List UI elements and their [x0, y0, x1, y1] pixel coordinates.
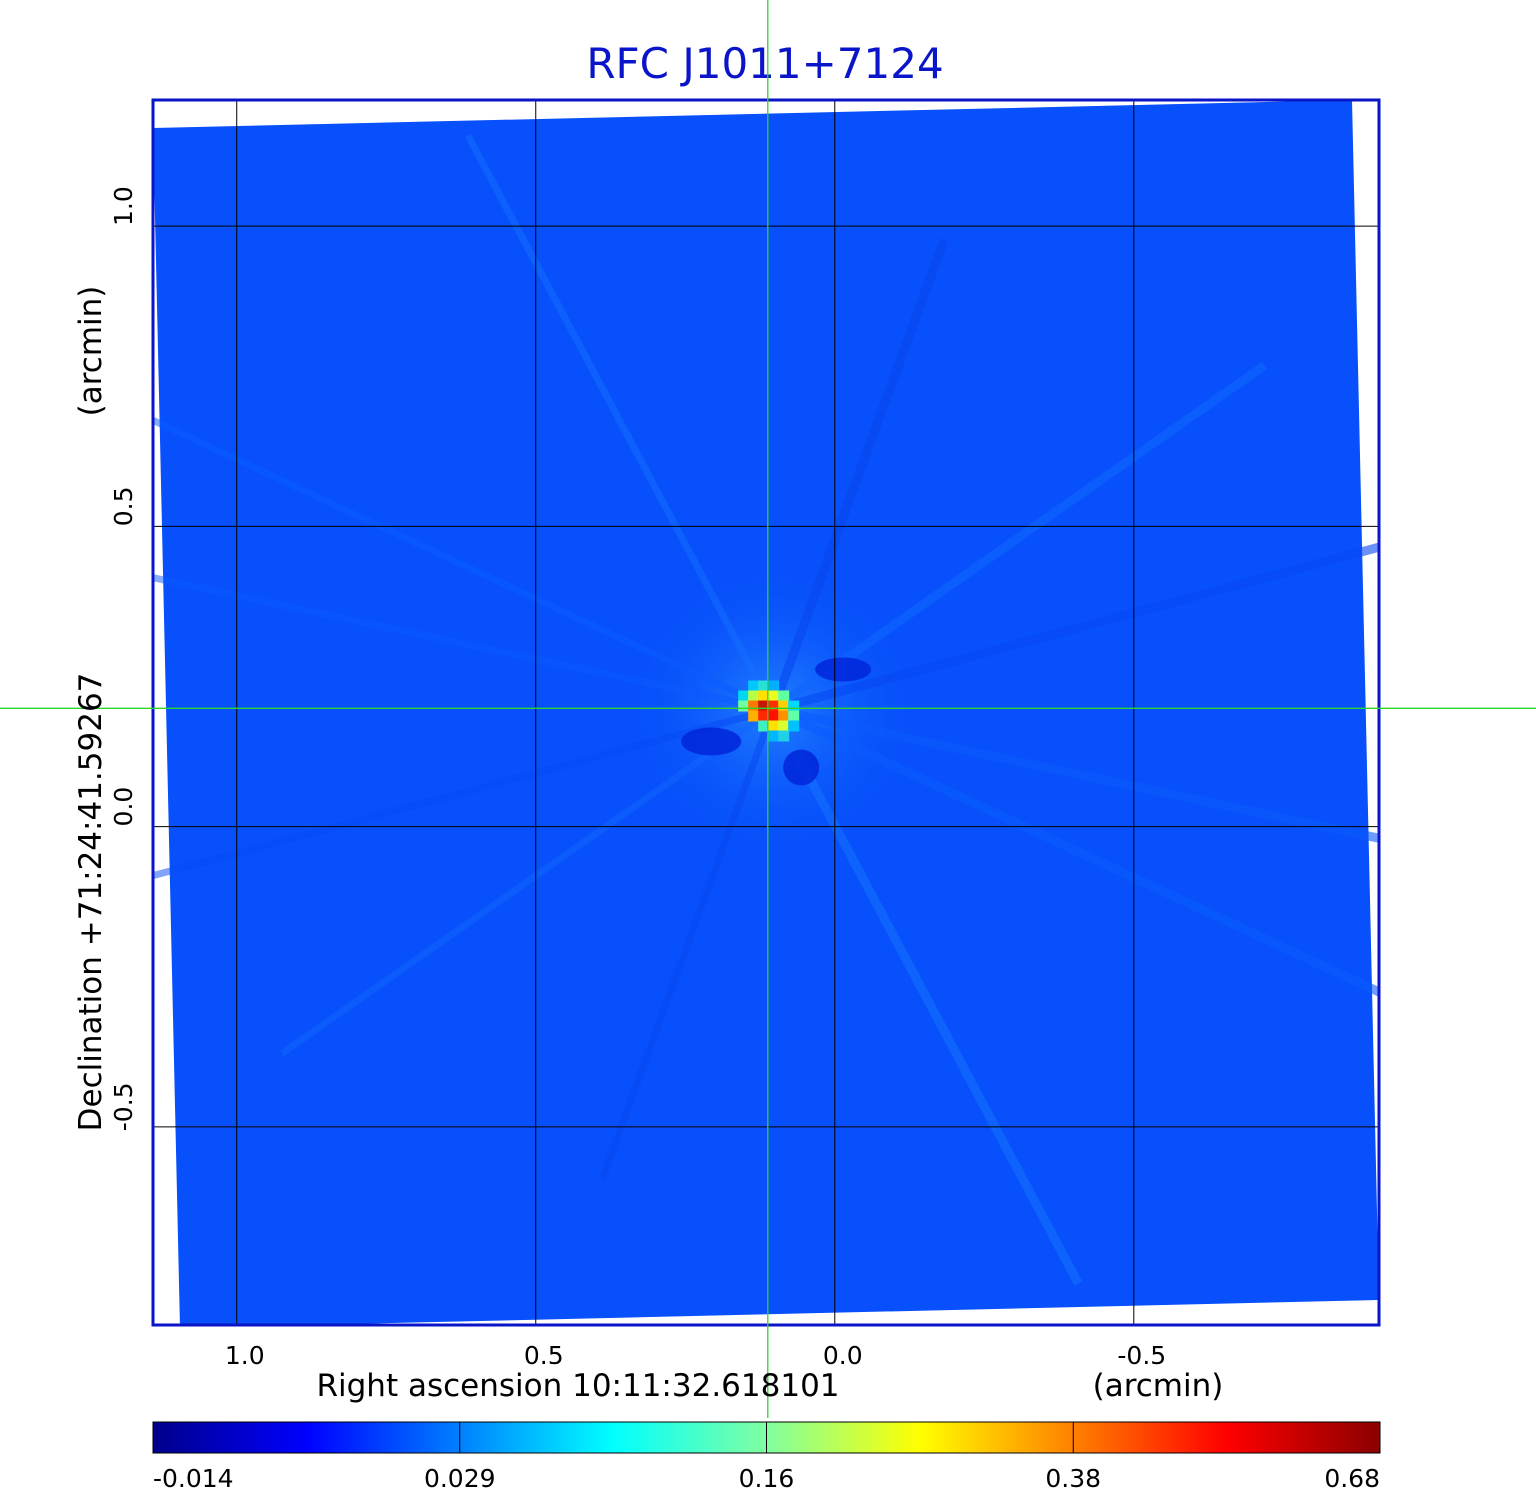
- source-pixel: [788, 700, 800, 712]
- source-pixel: [768, 720, 780, 732]
- map-texture: [153, 133, 1379, 1286]
- source-pixel: [778, 690, 790, 702]
- source-pixel: [778, 710, 790, 722]
- sidelobe: [815, 657, 872, 682]
- source-pixel: [768, 690, 780, 702]
- source-pixel: [768, 730, 780, 742]
- x-axis-label: Right ascension 10:11:32.618101: [316, 1368, 839, 1404]
- texture-streak: [768, 238, 949, 712]
- x-tick-labels: 1.0 0.5 0.0 -0.5: [225, 1341, 1166, 1370]
- sidelobe: [783, 749, 820, 786]
- y-axis-label: Declination +71:24:41.59267: [73, 673, 109, 1132]
- source-pixel: [738, 700, 750, 712]
- source-pixel: [748, 690, 760, 702]
- source-pixel: [758, 710, 770, 722]
- y-tick-label: 1.0: [109, 186, 138, 226]
- x-tick-label: 0.0: [823, 1341, 863, 1370]
- colorbar-label: -0.014: [153, 1464, 234, 1493]
- texture-streak: [279, 706, 776, 1057]
- source-pixel: [778, 730, 790, 742]
- texture-streak: [772, 705, 1379, 843]
- texture-streak: [153, 706, 775, 880]
- texture-streak: [769, 707, 1083, 1286]
- source-pixel: [758, 720, 770, 732]
- source-blob: [681, 657, 872, 786]
- source-pixel: [758, 680, 770, 692]
- source-pixel: [788, 720, 800, 732]
- source-pixel: [758, 700, 770, 712]
- chart-title: RFC J1011+7124: [586, 39, 943, 88]
- y-axis-unit: (arcmin): [73, 286, 109, 417]
- sidelobe: [681, 727, 742, 756]
- y-tick-label: 0.0: [109, 787, 138, 827]
- source-pixel: [788, 710, 800, 722]
- source-pixel: [748, 700, 760, 712]
- texture-streak: [153, 416, 775, 713]
- texture-streak: [464, 133, 777, 712]
- texture-streak: [770, 361, 1268, 714]
- colorbar-labels: -0.014 0.029 0.16 0.38 0.68: [153, 1422, 1380, 1493]
- colorbar-label: 0.029: [424, 1464, 496, 1493]
- source-pixel: [748, 710, 760, 722]
- plot-frame: [151, 98, 1381, 1327]
- source-pixel: [768, 700, 780, 712]
- texture-streak: [153, 574, 774, 713]
- colorbar-label: 0.16: [739, 1464, 795, 1493]
- crosshair: [0, 0, 1536, 1418]
- source-pixel: [768, 680, 780, 692]
- y-tick-label: 0.5: [109, 486, 138, 526]
- source-pixel: [758, 690, 770, 702]
- texture-streak: [598, 708, 777, 1181]
- colorbar-label: 0.68: [1324, 1464, 1380, 1493]
- y-tick-labels: 1.0 0.5 0.0 -0.5: [109, 186, 138, 1131]
- coordinate-grid: [153, 100, 1379, 1325]
- map-image-area: [153, 100, 1379, 1325]
- texture-streak: [771, 705, 1379, 997]
- x-tick-label: -0.5: [1117, 1341, 1166, 1370]
- colorbar-label: 0.38: [1045, 1464, 1101, 1493]
- x-tick-label: 1.0: [225, 1341, 265, 1370]
- source-pixel: [738, 690, 750, 702]
- x-tick-label: 0.5: [524, 1341, 564, 1370]
- source-pixel: [748, 680, 760, 692]
- y-tick-label: -0.5: [109, 1082, 138, 1131]
- x-axis-unit: (arcmin): [1093, 1368, 1224, 1404]
- texture-streak: [772, 542, 1379, 714]
- source-pixel: [768, 710, 780, 722]
- source-pixel: [778, 720, 790, 732]
- source-pixel: [778, 700, 790, 712]
